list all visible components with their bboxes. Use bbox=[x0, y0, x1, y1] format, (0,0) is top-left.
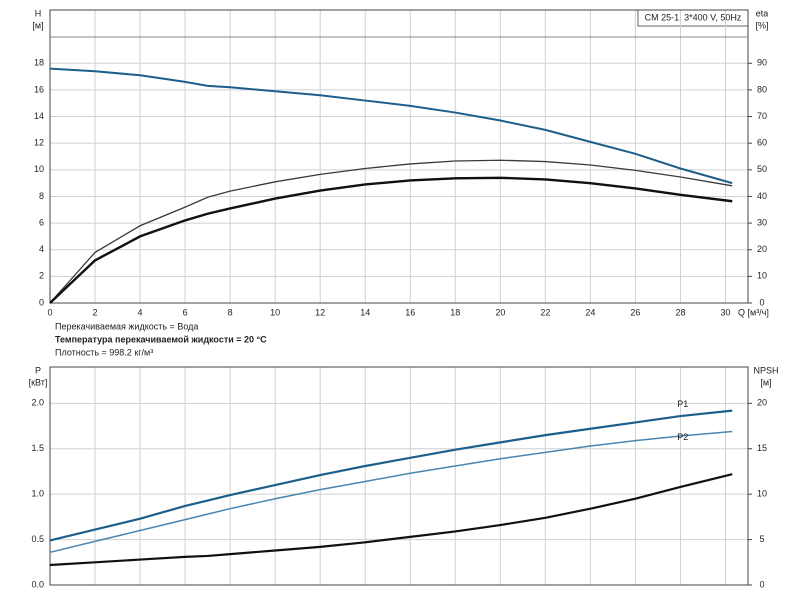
y-tick-label: 6 bbox=[39, 217, 44, 227]
y-tick-label: 1.5 bbox=[31, 443, 44, 453]
y-tick-label: 2.0 bbox=[31, 398, 44, 408]
y2-tick-label: 90 bbox=[757, 58, 767, 68]
x-tick-label: 8 bbox=[228, 307, 233, 317]
x-tick-label: 20 bbox=[495, 307, 505, 317]
x-tick-label: 24 bbox=[585, 307, 595, 317]
annotation: Плотность = 998.2 кг/м³ bbox=[55, 347, 153, 357]
y-tick-label: 0.0 bbox=[31, 579, 44, 589]
x-tick-label: 10 bbox=[270, 307, 280, 317]
x-tick-label: 28 bbox=[675, 307, 685, 317]
y2-tick-label: 70 bbox=[757, 111, 767, 121]
y-tick-label: 0 bbox=[39, 297, 44, 307]
x-tick-label: 14 bbox=[360, 307, 370, 317]
y2-label: eta bbox=[756, 8, 769, 18]
y-tick-label: 2 bbox=[39, 271, 44, 281]
plot-frame bbox=[49, 9, 749, 304]
y2-tick-label: 10 bbox=[757, 489, 767, 499]
annotation: Температура перекачиваемой жидкости = 20… bbox=[55, 334, 267, 344]
y-tick-label: 10 bbox=[34, 164, 44, 174]
y-tick-label: 4 bbox=[39, 244, 44, 254]
y2-tick-label: 10 bbox=[757, 271, 767, 281]
curve bbox=[49, 67, 733, 185]
curve bbox=[49, 159, 733, 304]
y2-tick-label: 30 bbox=[757, 217, 767, 227]
y-tick-label: 1.0 bbox=[31, 489, 44, 499]
y2-tick-label: 20 bbox=[757, 244, 767, 254]
y-unit: [м] bbox=[32, 20, 43, 30]
annotation: Перекачиваемая жидкость = Вода bbox=[55, 321, 198, 331]
y-label: P bbox=[35, 365, 41, 375]
chart-title: CM 25-1, 3*400 V, 50Hz bbox=[645, 12, 742, 22]
y2-unit: [%] bbox=[755, 20, 768, 30]
y2-tick-label: 50 bbox=[757, 164, 767, 174]
y2-tick-label: 60 bbox=[757, 138, 767, 148]
x-tick-label: 30 bbox=[720, 307, 730, 317]
y-unit: [кВт] bbox=[29, 377, 48, 387]
y2-tick-label: 0 bbox=[759, 579, 764, 589]
y2-tick-label: 80 bbox=[757, 84, 767, 94]
x-tick-label: 2 bbox=[93, 307, 98, 317]
curve bbox=[49, 176, 733, 304]
y-tick-label: 0.5 bbox=[31, 534, 44, 544]
curve bbox=[49, 409, 733, 542]
y2-unit: [м] bbox=[760, 377, 771, 387]
y-tick-label: 14 bbox=[34, 111, 44, 121]
y-tick-label: 18 bbox=[34, 58, 44, 68]
y2-label: NPSH bbox=[753, 365, 778, 375]
y-tick-label: 8 bbox=[39, 191, 44, 201]
y2-tick-label: 0 bbox=[759, 297, 764, 307]
legend-label: P2 bbox=[677, 432, 688, 442]
y2-tick-label: 40 bbox=[757, 191, 767, 201]
y2-tick-label: 5 bbox=[759, 534, 764, 544]
x-tick-label: 4 bbox=[138, 307, 143, 317]
x-tick-label: 0 bbox=[47, 307, 52, 317]
legend-label: P1 bbox=[677, 399, 688, 409]
x-tick-label: 22 bbox=[540, 307, 550, 317]
y-tick-label: 12 bbox=[34, 138, 44, 148]
x-tick-label: 18 bbox=[450, 307, 460, 317]
y2-tick-label: 15 bbox=[757, 443, 767, 453]
x-tick-label: 12 bbox=[315, 307, 325, 317]
x-tick-label: 6 bbox=[183, 307, 188, 317]
y-label: H bbox=[35, 8, 42, 18]
plot-frame bbox=[49, 366, 749, 586]
curve bbox=[49, 473, 733, 567]
x-label: Q [м³/ч] bbox=[738, 307, 769, 317]
y-tick-label: 16 bbox=[34, 84, 44, 94]
x-tick-label: 16 bbox=[405, 307, 415, 317]
y2-tick-label: 20 bbox=[757, 398, 767, 408]
x-tick-label: 26 bbox=[630, 307, 640, 317]
curve bbox=[49, 430, 733, 554]
